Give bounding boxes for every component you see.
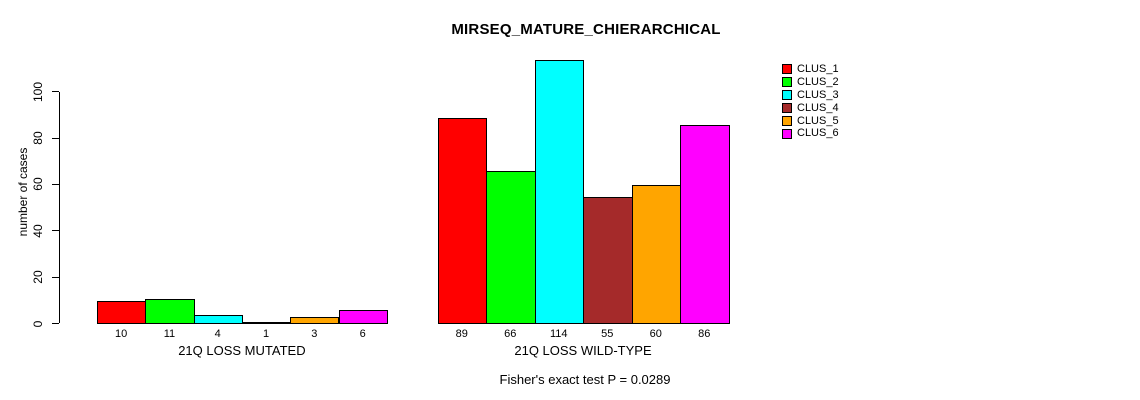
bar-value-label: 3 — [311, 327, 318, 340]
y-axis-tick — [52, 230, 59, 232]
bar-value-label: 6 — [359, 327, 366, 340]
bar-value-label: 4 — [214, 327, 221, 340]
bar-clus_3 — [193, 314, 243, 324]
legend-item-label: CLUS_3 — [797, 88, 839, 101]
y-axis-tick-label: 40 — [31, 224, 45, 238]
bar-clus_1 — [437, 117, 487, 324]
legend-swatch — [782, 116, 792, 126]
y-axis-tick-label: 60 — [31, 177, 45, 192]
fisher-test-note: Fisher's exact test P = 0.0289 — [499, 372, 671, 387]
legend-swatch — [782, 128, 792, 139]
bar-clus_4 — [583, 196, 633, 324]
y-axis-tick — [52, 91, 59, 93]
y-axis-tick-label: 100 — [31, 81, 45, 102]
bar-clus_3 — [534, 59, 584, 324]
legend-swatch — [782, 103, 792, 114]
bar-clus_2 — [145, 298, 195, 324]
y-axis-tick — [52, 183, 59, 185]
bar-value-label: 89 — [455, 327, 468, 340]
legend-item-label: CLUS_6 — [797, 127, 839, 140]
y-axis-tick-label: 20 — [31, 270, 45, 284]
bar-value-label: 1 — [262, 327, 270, 340]
bar-clus_5 — [631, 184, 681, 324]
bar-clus_2 — [486, 170, 536, 324]
y-axis-line — [59, 91, 60, 324]
group-label: 21Q LOSS MUTATED — [178, 343, 306, 358]
bar-clus_4 — [241, 321, 292, 324]
y-axis-tick — [52, 276, 59, 278]
legend-item-clus_5: CLUS_5 — [782, 115, 839, 128]
bar-clus_6 — [680, 124, 730, 324]
legend-item-label: CLUS_2 — [797, 75, 839, 88]
legend-swatch — [782, 77, 792, 88]
legend-item-label: CLUS_1 — [797, 62, 839, 75]
legend-item-label: CLUS_4 — [797, 101, 839, 114]
y-axis-tick-label: 80 — [31, 131, 45, 145]
legend-swatch — [782, 64, 792, 75]
legend-item-clus_1: CLUS_1 — [782, 63, 839, 76]
bar-value-label: 10 — [115, 327, 128, 340]
bar-value-label: 66 — [504, 327, 517, 340]
y-axis-label: number of cases — [16, 147, 30, 237]
bar-clus_5 — [290, 316, 340, 324]
bar-value-label: 114 — [549, 327, 568, 340]
bar-value-label: 60 — [649, 327, 662, 340]
bar-clus_6 — [338, 309, 388, 324]
bar-value-label: 55 — [601, 327, 614, 340]
legend-item-clus_6: CLUS_6 — [782, 127, 839, 140]
y-axis-tick-label: 0 — [31, 320, 45, 327]
y-axis-tick — [52, 137, 59, 139]
chart-title: MIRSEQ_MATURE_CHIERARCHICAL — [451, 21, 721, 38]
bar-value-label: 86 — [698, 327, 711, 340]
y-axis-tick — [52, 323, 59, 324]
bar-clus_1 — [97, 300, 147, 324]
legend-item-clus_3: CLUS_3 — [782, 89, 839, 102]
legend-item-label: CLUS_5 — [797, 114, 839, 127]
group-label: 21Q LOSS WILD-TYPE — [514, 343, 652, 358]
bar-value-label: 11 — [163, 327, 176, 340]
legend-item-clus_4: CLUS_4 — [782, 102, 839, 115]
legend-swatch — [782, 90, 792, 101]
legend-item-clus_2: CLUS_2 — [782, 76, 839, 89]
legend: CLUS_1 CLUS_2 CLUS_3 CLUS_4 CLUS_5 CLUS_6 — [782, 63, 839, 140]
